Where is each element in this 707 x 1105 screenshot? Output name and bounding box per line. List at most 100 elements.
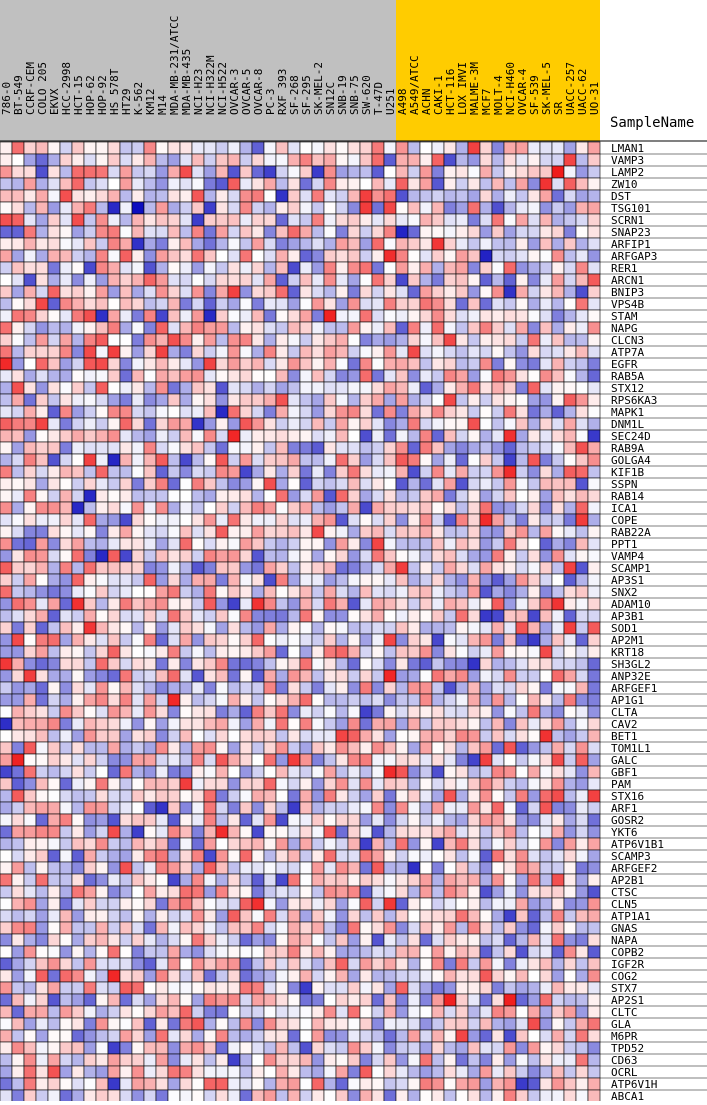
heatmap-cell	[203, 657, 217, 671]
heatmap-cell	[23, 285, 37, 299]
heatmap-cell	[419, 873, 433, 887]
heatmap-cell	[215, 1053, 229, 1067]
heatmap-cell	[131, 837, 145, 851]
heatmap-cell	[239, 525, 253, 539]
heatmap-cell	[299, 489, 313, 503]
heatmap-cell	[23, 693, 37, 707]
heatmap-cell	[383, 189, 397, 203]
heatmap-cell	[371, 849, 385, 863]
heatmap-cell	[83, 381, 97, 395]
heatmap-cell	[83, 573, 97, 587]
heatmap-cell	[239, 873, 253, 887]
row-label: AP2S1	[611, 994, 644, 1007]
heatmap-cell	[527, 1041, 541, 1055]
heatmap-cell	[191, 669, 205, 683]
heatmap-cell	[263, 861, 277, 875]
heatmap-cell	[263, 513, 277, 527]
heatmap-cell	[71, 945, 85, 959]
heatmap-cell	[419, 1065, 433, 1079]
heatmap-cell	[71, 333, 85, 347]
heatmap-cell	[575, 417, 589, 431]
heatmap-cell	[299, 537, 313, 551]
heatmap-cell	[527, 357, 541, 371]
heatmap-cell	[551, 945, 565, 959]
heatmap-cell	[83, 417, 97, 431]
heatmap-cell	[95, 369, 109, 383]
heatmap-cell	[455, 189, 469, 203]
heatmap-cell	[491, 993, 505, 1007]
heatmap-cell	[131, 477, 145, 491]
column-label: OVCAR-4	[516, 68, 529, 115]
heatmap-cell	[539, 993, 553, 1007]
heatmap-cell	[515, 141, 529, 155]
heatmap-cell	[47, 357, 61, 371]
heatmap-cell	[227, 261, 241, 275]
heatmap-cell	[0, 453, 13, 467]
heatmap-cell	[275, 993, 289, 1007]
heatmap-cell	[335, 513, 349, 527]
heatmap-cell	[359, 693, 373, 707]
heatmap-cell	[563, 597, 577, 611]
heatmap-cell	[539, 309, 553, 323]
heatmap-cell	[35, 657, 49, 671]
heatmap-cell	[143, 621, 157, 635]
column-label: SN12C	[324, 82, 337, 115]
heatmap-cell	[407, 909, 421, 923]
heatmap-cell	[539, 537, 553, 551]
column-label: RXF 393	[276, 69, 289, 115]
heatmap-cell	[551, 693, 565, 707]
heatmap-cell	[119, 345, 133, 359]
heatmap-cell	[263, 705, 277, 719]
heatmap-cell	[191, 777, 205, 791]
heatmap-cell	[335, 201, 349, 215]
heatmap-cell	[443, 525, 457, 539]
heatmap-cell	[251, 753, 265, 767]
heatmap-cell	[563, 993, 577, 1007]
heatmap-cell	[0, 381, 13, 395]
heatmap-cell	[419, 273, 433, 287]
heatmap-cell	[131, 141, 145, 155]
heatmap-cell	[455, 717, 469, 731]
heatmap-cell	[311, 1017, 325, 1031]
heatmap-cell	[131, 513, 145, 527]
heatmap-cell	[455, 1005, 469, 1019]
heatmap-cell	[23, 525, 37, 539]
heatmap-cell	[47, 633, 61, 647]
heatmap-cell	[143, 573, 157, 587]
heatmap-cell	[431, 933, 445, 947]
heatmap-cell	[251, 801, 265, 815]
heatmap-cell	[155, 801, 169, 815]
heatmap-cell	[119, 753, 133, 767]
heatmap-cell	[155, 909, 169, 923]
heatmap-cell	[47, 1041, 61, 1055]
heatmap-cell	[431, 369, 445, 383]
row-label: ZW10	[611, 178, 638, 191]
heatmap-cell	[359, 393, 373, 407]
heatmap-cell	[191, 465, 205, 479]
heatmap-cell	[443, 1053, 457, 1067]
heatmap-cell	[251, 1041, 265, 1055]
heatmap-cell	[95, 717, 109, 731]
heatmap-cell	[347, 693, 361, 707]
heatmap-cell	[0, 237, 13, 251]
heatmap-cell	[299, 705, 313, 719]
heatmap-cell	[515, 525, 529, 539]
heatmap-cell	[167, 537, 181, 551]
heatmap-cell	[323, 741, 337, 755]
heatmap-cell	[467, 633, 481, 647]
heatmap-cell	[587, 765, 601, 779]
heatmap-cell	[503, 489, 517, 503]
heatmap-cell	[311, 993, 325, 1007]
heatmap-cell	[239, 693, 253, 707]
heatmap-cell	[563, 789, 577, 803]
heatmap-cell	[107, 297, 121, 311]
heatmap-cell	[335, 165, 349, 179]
heatmap-cell	[143, 813, 157, 827]
heatmap-cell	[167, 417, 181, 431]
heatmap-cell	[419, 213, 433, 227]
heatmap-cell	[431, 273, 445, 287]
heatmap-cell	[359, 513, 373, 527]
heatmap-cell	[263, 777, 277, 791]
heatmap-cell	[359, 249, 373, 263]
heatmap-cell	[191, 789, 205, 803]
